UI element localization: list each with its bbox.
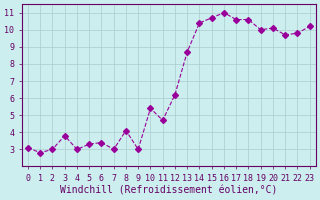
X-axis label: Windchill (Refroidissement éolien,°C): Windchill (Refroidissement éolien,°C) bbox=[60, 186, 277, 196]
